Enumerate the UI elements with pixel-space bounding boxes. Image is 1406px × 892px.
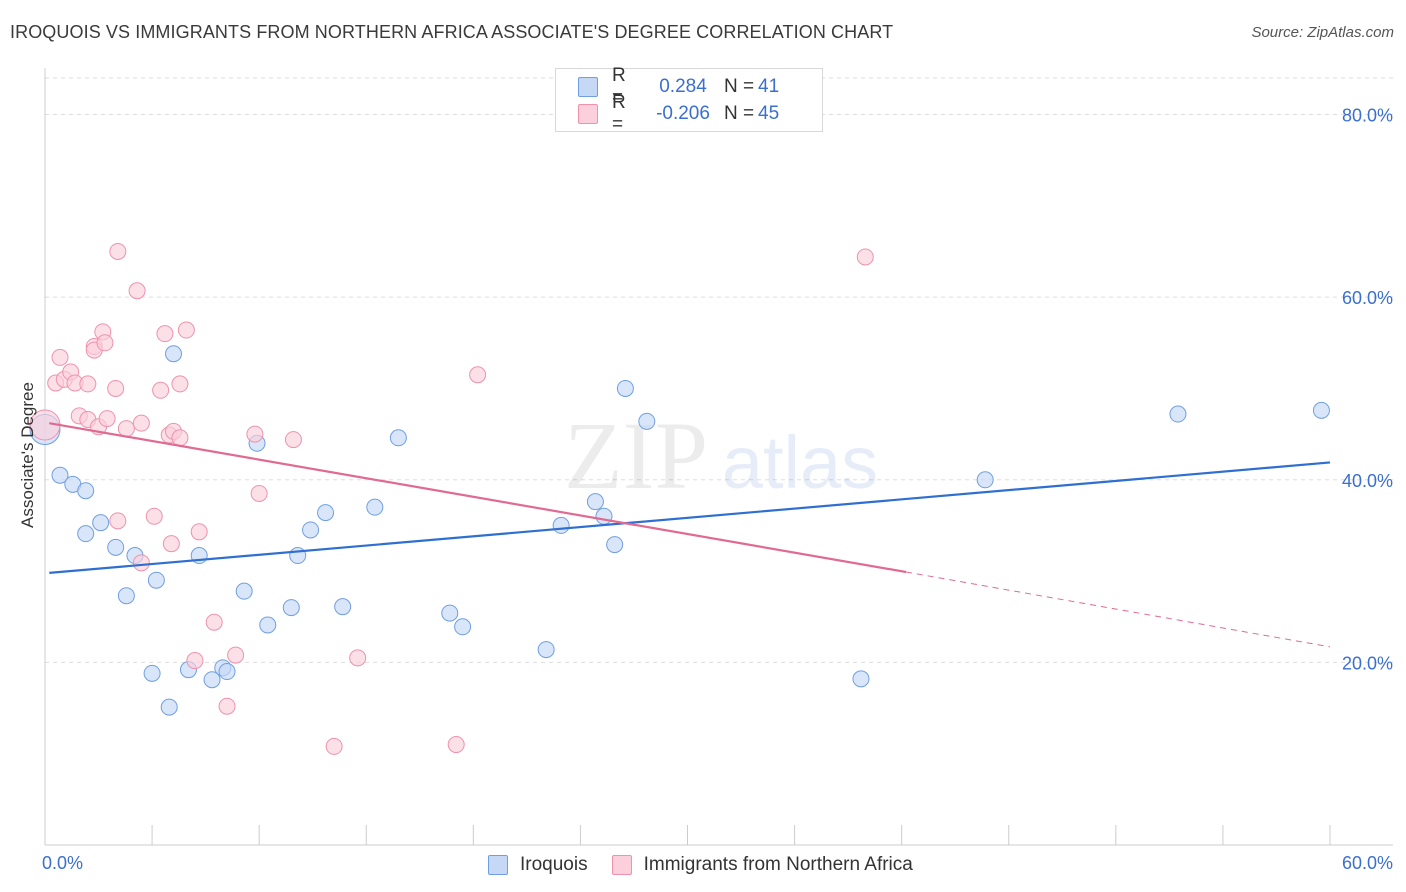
y-tick-label: 60.0% <box>1342 288 1393 308</box>
y-tick-label: 40.0% <box>1342 471 1393 491</box>
r-label: R = <box>612 92 626 135</box>
y-tick-label: 80.0% <box>1342 106 1393 126</box>
legend-item-nafrica: Immigrants from Northern Africa <box>611 854 913 876</box>
legend-item-iroquois: Iroquois <box>488 854 588 876</box>
nafrica-point <box>107 379 125 397</box>
nafrica-point <box>856 248 874 266</box>
nafrica-point <box>98 410 116 428</box>
iroquois-point <box>552 516 570 534</box>
iroquois-point <box>1312 401 1330 419</box>
iroquois-point <box>282 599 300 617</box>
nafrica-point <box>246 425 264 443</box>
nafrica-point <box>190 523 208 541</box>
nafrica-point <box>205 613 223 631</box>
series-legend: Iroquois Immigrants from Northern Africa <box>488 852 937 878</box>
nafrica-point <box>227 646 245 664</box>
iroquois-point <box>852 670 870 688</box>
iroquois-point <box>302 521 320 539</box>
nafrica-point <box>79 375 97 393</box>
x-tick-label: 0.0% <box>42 853 83 873</box>
n-value: 45 <box>758 103 780 124</box>
nafrica-point <box>162 535 180 553</box>
y-axis-label: Associate's Degree <box>18 382 37 528</box>
n-value: 41 <box>758 76 780 97</box>
nafrica-point <box>156 325 174 343</box>
r-value: -0.206 <box>656 103 710 124</box>
r-value: 0.284 <box>659 76 707 97</box>
nafrica-swatch <box>578 104 598 124</box>
source-label: Source: ZipAtlas.com <box>1251 24 1394 41</box>
iroquois-point <box>143 664 161 682</box>
iroquois-point <box>117 587 135 605</box>
iroquois-point <box>586 493 604 511</box>
legend-row-iroquois: R = 0.284 N = 41 <box>578 65 788 108</box>
nafrica-swatch <box>611 855 632 875</box>
nafrica-point <box>325 737 343 755</box>
iroquois-point <box>235 582 253 600</box>
n-label: N = <box>724 103 755 124</box>
nafrica-trend-line <box>49 422 907 574</box>
iroquois-point <box>1169 405 1187 423</box>
iroquois-point <box>107 538 125 556</box>
correlation-legend: R = 0.284 N = 41 R = -0.206 N = 45 <box>555 65 823 135</box>
nafrica-point <box>447 736 465 754</box>
nafrica-point <box>132 414 150 432</box>
iroquois-point <box>638 412 656 430</box>
nafrica-point <box>109 242 127 260</box>
nafrica-point <box>250 484 268 502</box>
iroquois-point <box>147 571 165 589</box>
legend-label-nafrica: Immigrants from Northern Africa <box>643 854 913 875</box>
nafrica-point <box>349 649 367 667</box>
iroquois-point <box>334 598 352 616</box>
iroquois-point <box>616 379 634 397</box>
iroquois-point <box>259 616 277 634</box>
iroquois-point <box>92 514 110 532</box>
nafrica-point <box>171 375 189 393</box>
nafrica-trend-extension <box>905 571 1331 648</box>
nafrica-point <box>128 282 146 300</box>
nafrica-point <box>145 507 163 525</box>
iroquois-swatch <box>488 855 508 875</box>
iroquois-point <box>77 525 95 543</box>
iroquois-point <box>203 671 221 689</box>
watermark-zip: ZIP <box>564 402 708 509</box>
iroquois-point <box>317 504 335 522</box>
iroquois-point <box>389 429 407 447</box>
iroquois-point <box>537 641 555 659</box>
nafrica-point <box>96 334 114 352</box>
iroquois-point <box>976 471 994 489</box>
watermark-atlas: atlas <box>722 421 878 504</box>
iroquois-point <box>441 604 459 622</box>
iroquois-point <box>606 536 624 554</box>
nafrica-point <box>218 697 236 715</box>
nafrica-point <box>109 512 127 530</box>
r-label: R = <box>612 65 626 108</box>
nafrica-point <box>186 652 204 670</box>
n-label: N = <box>724 76 755 97</box>
nafrica-point <box>284 431 302 449</box>
x-tick-label: 60.0% <box>1342 853 1393 873</box>
nafrica-point <box>132 554 150 572</box>
iroquois-point <box>165 345 182 363</box>
nafrica-point <box>117 420 135 438</box>
iroquois-point <box>454 618 472 636</box>
legend-label-iroquois: Iroquois <box>520 854 588 875</box>
nafrica-point <box>152 381 170 399</box>
y-tick-label: 20.0% <box>1342 653 1393 673</box>
iroquois-swatch <box>578 77 598 97</box>
nafrica-point <box>171 429 189 447</box>
legend-row-nafrica: R = -0.206 N = 45 <box>578 92 788 135</box>
nafrica-point <box>51 348 69 366</box>
iroquois-point <box>51 466 69 484</box>
iroquois-point <box>366 498 384 516</box>
iroquois-point <box>595 507 613 525</box>
nafrica-point <box>469 366 487 384</box>
iroquois-point <box>218 663 236 681</box>
iroquois-trend-line <box>49 461 1331 574</box>
iroquois-point <box>77 482 95 500</box>
iroquois-point <box>160 698 178 716</box>
nafrica-point <box>177 321 195 339</box>
chart-title: IROQUOIS VS IMMIGRANTS FROM NORTHERN AFR… <box>10 22 894 42</box>
